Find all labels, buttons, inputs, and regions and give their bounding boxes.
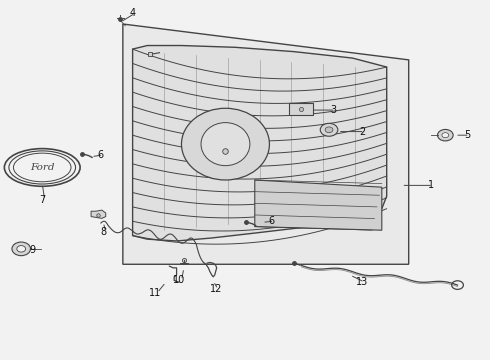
Ellipse shape xyxy=(201,123,250,166)
Text: 11: 11 xyxy=(148,288,161,298)
Text: 12: 12 xyxy=(210,284,222,294)
Circle shape xyxy=(320,123,338,136)
Text: 4: 4 xyxy=(129,8,136,18)
Circle shape xyxy=(17,246,25,252)
Circle shape xyxy=(12,242,30,256)
Circle shape xyxy=(442,133,449,138)
Text: 9: 9 xyxy=(29,245,35,255)
Text: 2: 2 xyxy=(359,127,366,136)
Text: 10: 10 xyxy=(173,275,185,285)
FancyBboxPatch shape xyxy=(289,103,314,115)
Text: Ford: Ford xyxy=(30,163,54,172)
Polygon shape xyxy=(255,180,382,230)
Text: 3: 3 xyxy=(330,105,336,115)
Text: 1: 1 xyxy=(428,180,434,190)
Text: 5: 5 xyxy=(464,130,470,140)
Polygon shape xyxy=(123,24,409,264)
Polygon shape xyxy=(91,210,106,219)
Text: 6: 6 xyxy=(269,216,275,226)
Polygon shape xyxy=(133,45,387,241)
Ellipse shape xyxy=(181,108,270,180)
Text: 6: 6 xyxy=(98,150,104,160)
Circle shape xyxy=(438,130,453,141)
Text: 8: 8 xyxy=(100,227,106,237)
Text: 13: 13 xyxy=(356,277,368,287)
Circle shape xyxy=(325,127,333,133)
Text: 7: 7 xyxy=(39,195,46,205)
